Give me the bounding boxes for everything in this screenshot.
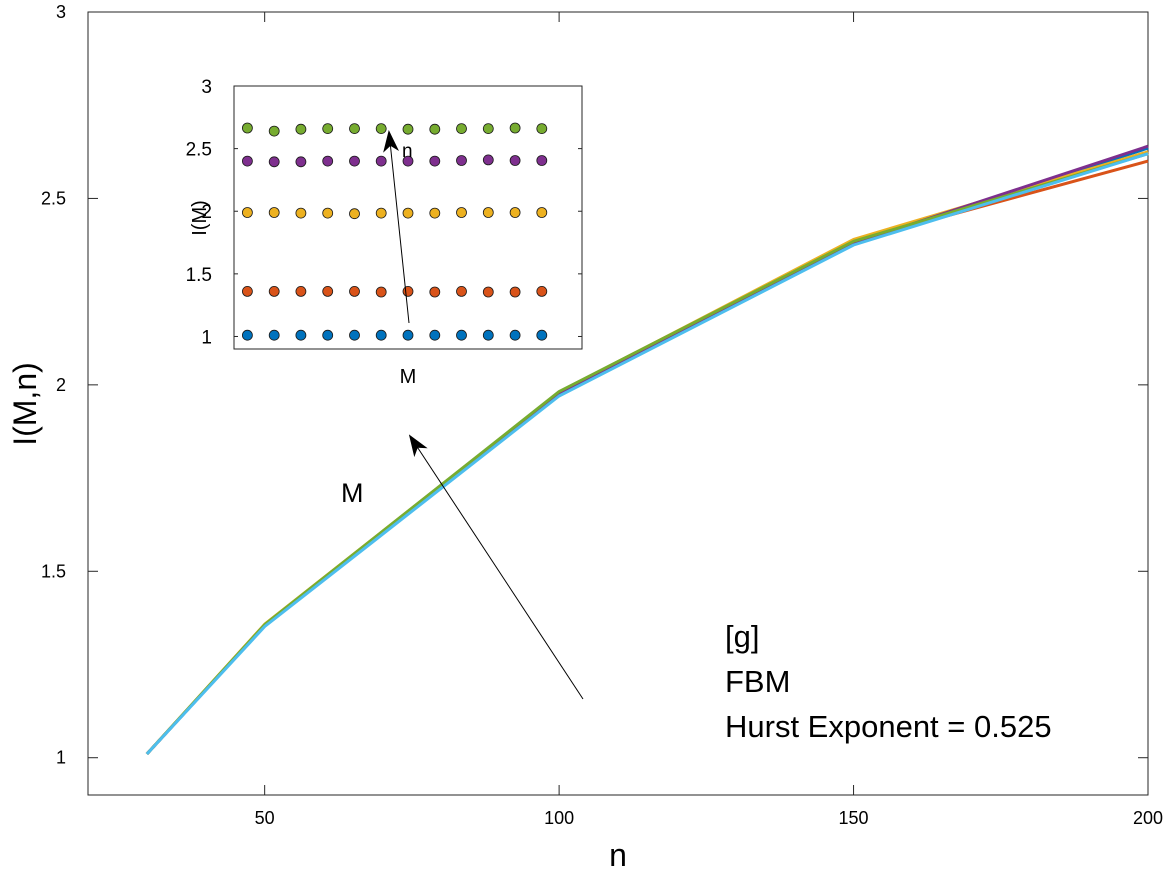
inset-point-s1-m8	[429, 329, 441, 341]
inset-point-s2-m12	[536, 285, 548, 297]
inset-point-s2-m2	[268, 285, 280, 297]
inset-series-points	[241, 122, 548, 341]
inset-y-tick-label: 1.5	[186, 265, 212, 286]
main-y-tick-label: 2	[56, 375, 66, 395]
inset-point-s5-m1	[241, 122, 253, 134]
inset-point-s5-m3	[295, 123, 307, 135]
main-x-tick-label: 200	[1133, 808, 1163, 828]
inset-point-s1-m9	[456, 329, 467, 341]
inset-point-s2-m5	[349, 285, 360, 297]
inset-point-s2-m8	[429, 286, 441, 298]
main-x-tick-label: 150	[839, 808, 869, 828]
inset-point-s5-m9	[456, 123, 467, 135]
main-x-axis-label: n	[609, 837, 627, 873]
main-m-arrow	[408, 434, 584, 700]
inset-point-s3-m3	[295, 207, 307, 219]
main-tick-labels: 50 100 150 200 1 1.5 2 2.5 3	[41, 2, 1163, 828]
main-y-tick-label: 1	[56, 748, 66, 768]
inset-n-arrow	[383, 130, 410, 324]
inset-point-s4-m7	[402, 155, 414, 167]
inset-point-s2-m6	[375, 286, 387, 298]
inset-plot: 1 1.5 2 2.5 3 M I(M) n	[186, 77, 583, 388]
inset-point-s5-m8	[429, 123, 441, 135]
main-tick-marks	[88, 11, 1149, 795]
main-series-line-6	[145, 152, 1149, 756]
inset-tick-marks	[234, 85, 582, 337]
inset-point-s4-m2	[268, 156, 280, 168]
inset-point-s3-m5	[349, 208, 360, 220]
inset-point-s5-m11	[509, 122, 521, 134]
inset-point-s4-m6	[375, 155, 387, 167]
inset-point-s5-m4	[322, 123, 334, 135]
inset-point-s4-m1	[241, 155, 253, 167]
inset-point-s5-m7	[402, 123, 414, 135]
main-y-axis-label: I(M,n)	[7, 362, 43, 446]
inset-point-s3-m4	[322, 207, 334, 219]
inset-point-s4-m9	[456, 155, 467, 166]
inset-point-s1-m7	[402, 329, 414, 341]
inset-point-s1-m11	[509, 329, 521, 341]
inset-point-s1-m6	[375, 329, 387, 341]
inset-point-s1-m12	[536, 329, 548, 341]
inset-point-s4-m4	[322, 155, 334, 167]
inset-point-s1-m1	[241, 329, 253, 341]
inset-point-s5-m12	[536, 123, 548, 135]
inset-y-tick-label: 1	[201, 327, 212, 348]
inset-point-s5-m2	[268, 125, 280, 137]
inset-point-s5-m5	[349, 123, 360, 135]
inset-point-s3-m2	[268, 207, 280, 218]
inset-point-s1-m4	[322, 329, 334, 341]
inset-point-s4-m10	[482, 154, 494, 166]
inset-point-s2-m4	[322, 285, 334, 297]
inset-point-s4-m11	[509, 155, 521, 166]
annotation-panel-tag: [g]	[725, 619, 759, 654]
annotation-hurst: Hurst Exponent = 0.525	[725, 709, 1052, 744]
main-series-lines	[145, 144, 1149, 756]
inset-point-s4-m3	[295, 156, 307, 168]
inset-tick-labels: 1 1.5 2 2.5 3	[186, 77, 212, 348]
inset-point-s1-m10	[482, 329, 494, 341]
inset-point-s1-m2	[268, 329, 280, 341]
inset-point-s4-m12	[536, 155, 548, 166]
inset-point-s3-m12	[536, 207, 548, 218]
main-m-arrow-label: M	[341, 478, 364, 508]
inset-point-s2-m7	[402, 285, 414, 297]
inset-n-arrow-label: n	[402, 141, 413, 162]
inset-point-s2-m10	[482, 286, 494, 298]
inset-point-s5-m6	[375, 123, 387, 135]
main-y-tick-label: 1.5	[41, 561, 66, 581]
inset-point-s1-m5	[349, 329, 360, 341]
inset-x-axis-label: M	[400, 366, 417, 388]
inset-point-s1-m3	[295, 329, 307, 341]
inset-point-s4-m5	[349, 155, 360, 167]
main-x-tick-label: 100	[544, 808, 574, 828]
main-y-tick-label: 2.5	[41, 188, 66, 208]
inset-point-s4-m8	[429, 155, 441, 167]
inset-point-s3-m11	[509, 207, 521, 218]
inset-point-s5-m10	[482, 123, 494, 135]
inset-y-tick-label: 3	[201, 77, 212, 98]
inset-point-s3-m6	[375, 207, 387, 219]
inset-point-s2-m1	[241, 285, 253, 297]
inset-point-s2-m11	[509, 286, 521, 298]
annotation-process: FBM	[725, 664, 790, 699]
inset-point-s2-m3	[295, 285, 307, 297]
inset-point-s3-m8	[429, 207, 441, 219]
inset-y-axis-label: I(M)	[189, 200, 211, 236]
inset-point-s3-m9	[456, 207, 467, 218]
inset-point-s3-m10	[482, 207, 494, 218]
inset-point-s2-m9	[456, 285, 467, 297]
main-y-tick-label: 3	[56, 2, 66, 22]
main-x-tick-label: 50	[255, 808, 275, 828]
inset-y-tick-label: 2.5	[186, 140, 212, 161]
inset-y-tick-label: 2	[201, 202, 212, 223]
inset-point-s3-m1	[241, 207, 253, 218]
inset-point-s3-m7	[402, 207, 414, 219]
